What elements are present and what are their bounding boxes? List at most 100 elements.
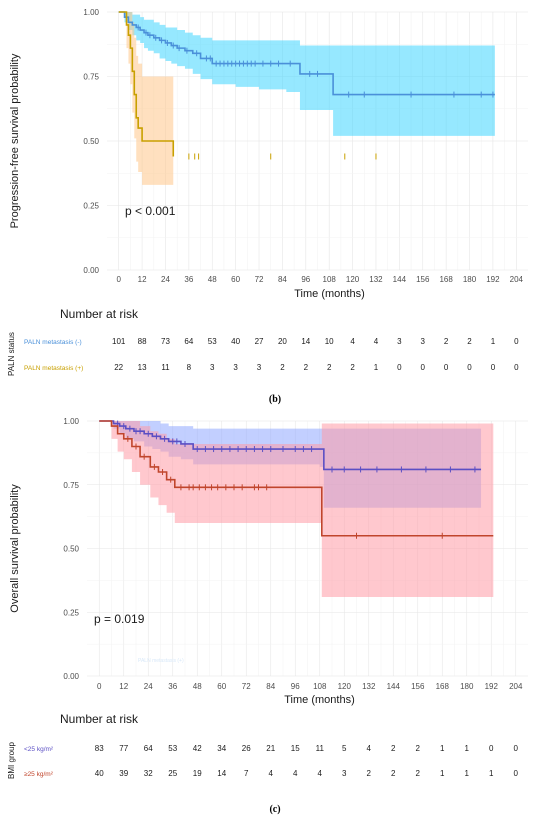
x-tick-label: 60 bbox=[217, 682, 226, 691]
ci-band-1 bbox=[99, 421, 494, 597]
risk-count: 4 bbox=[293, 769, 298, 778]
risk-count: 1 bbox=[465, 744, 470, 753]
pfs-panel: 0.000.250.500.751.000 12 24 36 48 60 72 84 96 108… bbox=[7, 8, 528, 376]
risk-count: 1 bbox=[440, 744, 445, 753]
x-tick-label: 180 bbox=[460, 682, 474, 691]
x-tick-label: 12 bbox=[119, 682, 128, 691]
risk-count: 2 bbox=[391, 744, 396, 753]
risk-count: 2 bbox=[327, 363, 332, 372]
risk-count: 0 bbox=[514, 744, 519, 753]
risk-count: 1 bbox=[440, 769, 445, 778]
risk-count: 14 bbox=[217, 769, 226, 778]
y-axis-label: Progression-free survival probability bbox=[9, 53, 21, 228]
risk-count: 1 bbox=[374, 363, 379, 372]
x-tick-label: 84 bbox=[266, 682, 275, 691]
x-tick-label: 0 bbox=[116, 275, 121, 284]
risk-count: 11 bbox=[161, 363, 170, 372]
x-tick-label: 36 bbox=[184, 275, 193, 284]
x-tick-label: 60 bbox=[231, 275, 240, 284]
risk-count: 2 bbox=[416, 744, 421, 753]
x-tick-label: 96 bbox=[301, 275, 310, 284]
risk-count: 0 bbox=[491, 363, 496, 372]
x-tick-label: 48 bbox=[208, 275, 217, 284]
risk-count: 101 bbox=[112, 337, 126, 346]
risk-count: 88 bbox=[138, 337, 147, 346]
faded-ghost-label: PALN metastasis (+) bbox=[138, 658, 184, 664]
risk-count: 3 bbox=[397, 337, 402, 346]
x-tick-label: 144 bbox=[393, 275, 407, 284]
x-tick-label: 108 bbox=[323, 275, 337, 284]
risk-count: 4 bbox=[269, 769, 274, 778]
risk-count: 39 bbox=[119, 769, 128, 778]
x-tick-label: 204 bbox=[509, 682, 523, 691]
figure-label-b: (b) bbox=[269, 394, 281, 405]
y-tick-label: 0.00 bbox=[63, 672, 79, 681]
risk-count: 53 bbox=[168, 744, 177, 753]
risk-count: 1 bbox=[491, 337, 496, 346]
risk-count: 4 bbox=[318, 769, 323, 778]
risk-count: 7 bbox=[244, 769, 249, 778]
p-value-annotation: p < 0.001 bbox=[125, 204, 176, 218]
x-tick-label: 48 bbox=[193, 682, 202, 691]
risk-table-ylabel: PALN status bbox=[7, 332, 16, 376]
y-tick-label: 1.00 bbox=[63, 417, 79, 426]
risk-count: 0 bbox=[467, 363, 472, 372]
risk-count: 0 bbox=[397, 363, 402, 372]
risk-count: 42 bbox=[193, 744, 202, 753]
risk-count: 64 bbox=[184, 337, 193, 346]
risk-row-label: <25 kg/m² bbox=[24, 746, 54, 753]
risk-count: 0 bbox=[421, 363, 426, 372]
y-tick-label: 0.25 bbox=[63, 608, 79, 617]
risk-count: 14 bbox=[301, 337, 310, 346]
x-tick-label: 24 bbox=[144, 682, 153, 691]
risk-count: 20 bbox=[278, 337, 287, 346]
risk-count: 2 bbox=[467, 337, 472, 346]
x-tick-label: 204 bbox=[510, 275, 524, 284]
risk-count: 0 bbox=[514, 769, 519, 778]
risk-count: 40 bbox=[231, 337, 240, 346]
x-tick-label: 120 bbox=[338, 682, 352, 691]
risk-count: 3 bbox=[421, 337, 426, 346]
risk-count: 8 bbox=[187, 363, 192, 372]
risk-count: 3 bbox=[233, 363, 238, 372]
risk-count: 4 bbox=[350, 337, 355, 346]
risk-count: 32 bbox=[144, 769, 153, 778]
risk-count: 2 bbox=[350, 363, 355, 372]
y-tick-label: 0.75 bbox=[83, 73, 99, 82]
risk-count: 0 bbox=[489, 744, 494, 753]
x-tick-label: 180 bbox=[463, 275, 477, 284]
risk-count: 0 bbox=[444, 363, 449, 372]
x-tick-label: 156 bbox=[411, 682, 425, 691]
survival-line-0 bbox=[118, 11, 495, 96]
risk-count: 34 bbox=[217, 744, 226, 753]
risk-count: 25 bbox=[168, 769, 177, 778]
risk-count: 64 bbox=[144, 744, 153, 753]
x-axis-label: Time (months) bbox=[284, 694, 355, 706]
risk-count: 21 bbox=[266, 744, 275, 753]
risk-count: 22 bbox=[114, 363, 123, 372]
x-tick-label: 192 bbox=[486, 275, 500, 284]
x-tick-label: 168 bbox=[436, 682, 450, 691]
risk-count: 4 bbox=[374, 337, 379, 346]
risk-row-label: PALN metastasis (-) bbox=[24, 339, 82, 346]
x-tick-label: 12 bbox=[138, 275, 147, 284]
y-tick-label: 0.00 bbox=[83, 266, 99, 275]
risk-table-title: Number at risk bbox=[60, 307, 139, 321]
x-tick-label: 192 bbox=[485, 682, 499, 691]
figure-label-c: (c) bbox=[269, 804, 280, 815]
risk-count: 83 bbox=[95, 744, 104, 753]
x-tick-label: 108 bbox=[313, 682, 327, 691]
os-panel: 0.000.250.500.751.000 12 24 36 48 60 72 84 96 108… bbox=[7, 417, 528, 779]
x-tick-label: 156 bbox=[416, 275, 430, 284]
survival-line-0 bbox=[99, 420, 482, 471]
risk-count: 3 bbox=[210, 363, 215, 372]
x-axis-label: Time (months) bbox=[294, 288, 365, 300]
survival-line-1 bbox=[118, 11, 175, 157]
risk-count: 3 bbox=[342, 769, 347, 778]
risk-count: 1 bbox=[489, 769, 494, 778]
y-tick-label: 0.50 bbox=[63, 545, 79, 554]
x-tick-label: 132 bbox=[369, 275, 383, 284]
risk-count: 15 bbox=[291, 744, 300, 753]
risk-count: 77 bbox=[119, 744, 128, 753]
